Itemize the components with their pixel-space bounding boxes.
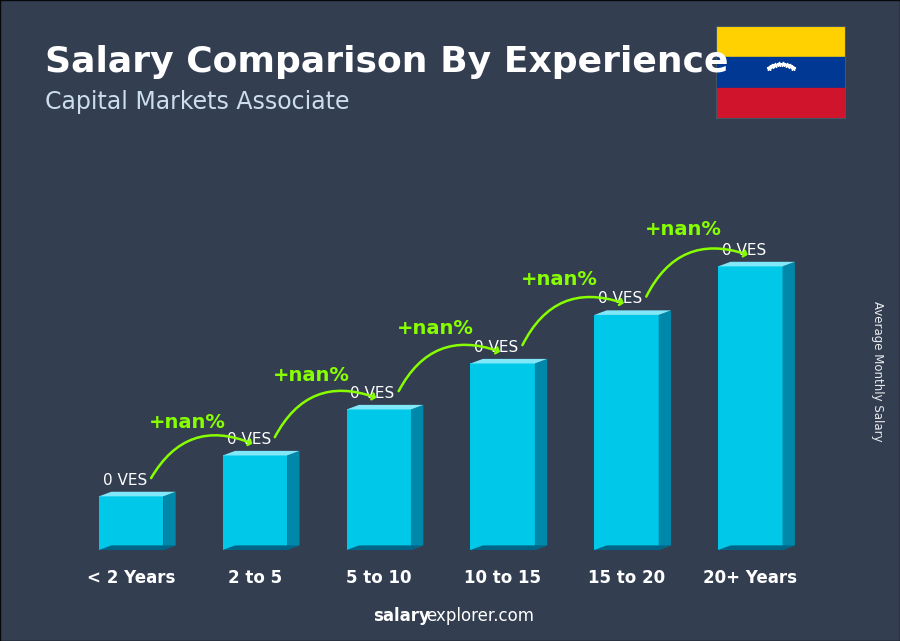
Bar	[718, 267, 782, 550]
Polygon shape	[659, 310, 671, 550]
Bar	[99, 496, 163, 550]
Bar	[716, 26, 846, 56]
Text: 0 VES: 0 VES	[350, 386, 395, 401]
Polygon shape	[346, 405, 423, 410]
Text: 0 VES: 0 VES	[474, 340, 518, 355]
Polygon shape	[535, 359, 547, 550]
Polygon shape	[163, 492, 176, 550]
Polygon shape	[411, 405, 423, 550]
Text: explorer.com: explorer.com	[426, 607, 534, 625]
Bar	[594, 315, 659, 550]
Text: +nan%: +nan%	[397, 319, 473, 338]
Polygon shape	[718, 545, 795, 550]
Polygon shape	[99, 545, 176, 550]
Bar	[716, 56, 846, 88]
Text: Capital Markets Associate: Capital Markets Associate	[45, 90, 349, 113]
Text: 0 VES: 0 VES	[227, 432, 271, 447]
Text: +nan%: +nan%	[149, 413, 226, 432]
Bar	[346, 410, 411, 550]
Bar	[716, 88, 846, 119]
Polygon shape	[471, 359, 547, 363]
Polygon shape	[223, 451, 300, 456]
Text: 0 VES: 0 VES	[103, 472, 147, 488]
Text: 0 VES: 0 VES	[598, 291, 643, 306]
Polygon shape	[99, 492, 176, 496]
Text: +nan%: +nan%	[644, 220, 721, 239]
Polygon shape	[594, 545, 671, 550]
Bar	[223, 456, 287, 550]
Text: +nan%: +nan%	[273, 366, 350, 385]
Polygon shape	[594, 310, 671, 315]
Text: +nan%: +nan%	[520, 270, 598, 288]
Text: 0 VES: 0 VES	[722, 243, 766, 258]
Polygon shape	[287, 451, 300, 550]
Text: Salary Comparison By Experience: Salary Comparison By Experience	[45, 45, 728, 79]
Text: salary: salary	[374, 607, 430, 625]
Polygon shape	[223, 545, 300, 550]
Bar	[471, 363, 535, 550]
Polygon shape	[471, 545, 547, 550]
Polygon shape	[718, 262, 795, 267]
Polygon shape	[782, 262, 795, 550]
Text: Average Monthly Salary: Average Monthly Salary	[871, 301, 884, 442]
Polygon shape	[346, 545, 423, 550]
